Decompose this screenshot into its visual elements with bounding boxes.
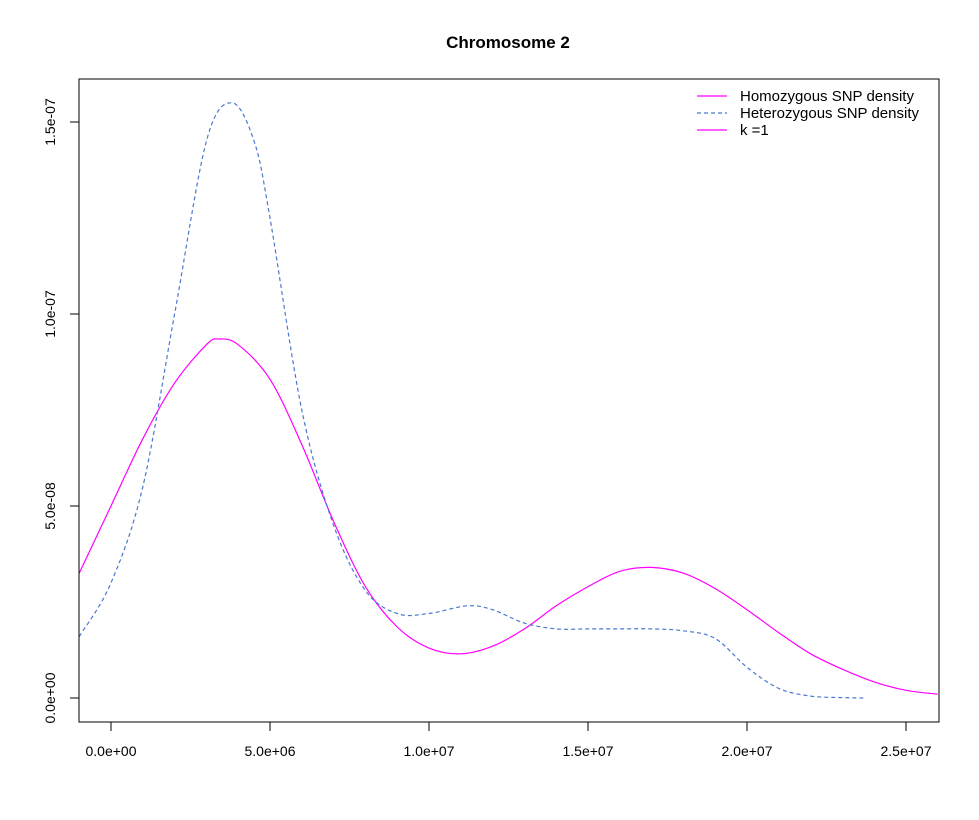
legend-label: k =1 bbox=[740, 122, 769, 139]
series-line-homozygous bbox=[79, 338, 938, 695]
y-tick-label: 0.0e+00 bbox=[42, 672, 58, 723]
x-axis: 0.0e+00 5.0e+06 1.0e+07 1.5e+07 2.0e+07 2.5e+… bbox=[86, 721, 932, 759]
x-tick-label: 1.0e+07 bbox=[404, 743, 455, 759]
series-layer bbox=[79, 102, 938, 699]
y-tick-label: 5.0e-08 bbox=[42, 482, 58, 530]
legend-label: Homozygous SNP density bbox=[740, 88, 914, 105]
x-tick-label: 1.5e+07 bbox=[563, 743, 614, 759]
x-tick-label: 2.5e+07 bbox=[881, 743, 932, 759]
x-tick-label: 0.0e+00 bbox=[86, 743, 137, 759]
y-axis: 0.0e+00 5.0e-08 1.0e-07 1.5e-07 bbox=[42, 98, 80, 724]
y-tick-label: 1.5e-07 bbox=[42, 98, 58, 146]
plot-frame bbox=[78, 78, 940, 723]
x-tick-label: 5.0e+06 bbox=[245, 743, 296, 759]
legend-label: Heterozygous SNP density bbox=[740, 105, 919, 122]
series-line-heterozygous bbox=[79, 102, 865, 699]
y-tick-label: 1.0e-07 bbox=[42, 290, 58, 338]
x-tick-label: 2.0e+07 bbox=[722, 743, 773, 759]
chart-title: Chromosome 2 bbox=[446, 33, 570, 52]
